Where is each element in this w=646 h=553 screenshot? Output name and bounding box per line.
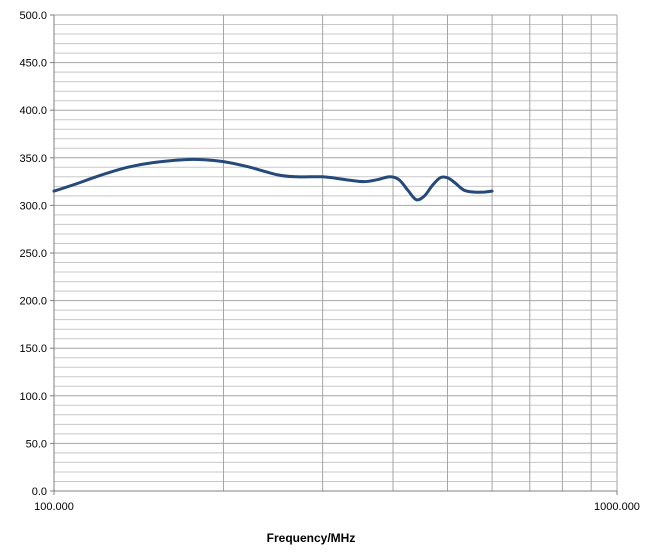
y-tick-label: 150.0: [19, 343, 47, 355]
series-line: [52, 157, 494, 202]
axes: [50, 14, 618, 495]
y-tick-label: 400.0: [19, 105, 47, 117]
labels: 0.0 50.0 100.0 150.0 200.0 250.0 300.0 350.0 400…: [19, 10, 639, 513]
y-tick-label: 250.0: [19, 248, 47, 260]
x-tick-label: 100.000: [34, 501, 74, 513]
y-tick-label: 50.0: [26, 438, 47, 450]
x-tick-label: 1000.000: [594, 501, 640, 513]
grid: [54, 14, 618, 491]
x-axis-title: Frequency/MHz: [267, 531, 356, 545]
y-tick-label: 0.0: [32, 486, 47, 498]
y-tick-label: 450.0: [19, 58, 47, 70]
y-tick-label: 200.0: [19, 296, 47, 308]
y-tick-label: 500.0: [19, 10, 47, 22]
y-tick-label: 350.0: [19, 153, 47, 165]
y-tick-label: 300.0: [19, 200, 47, 212]
series-layer: [52, 157, 494, 202]
y-tick-label: 100.0: [19, 391, 47, 403]
